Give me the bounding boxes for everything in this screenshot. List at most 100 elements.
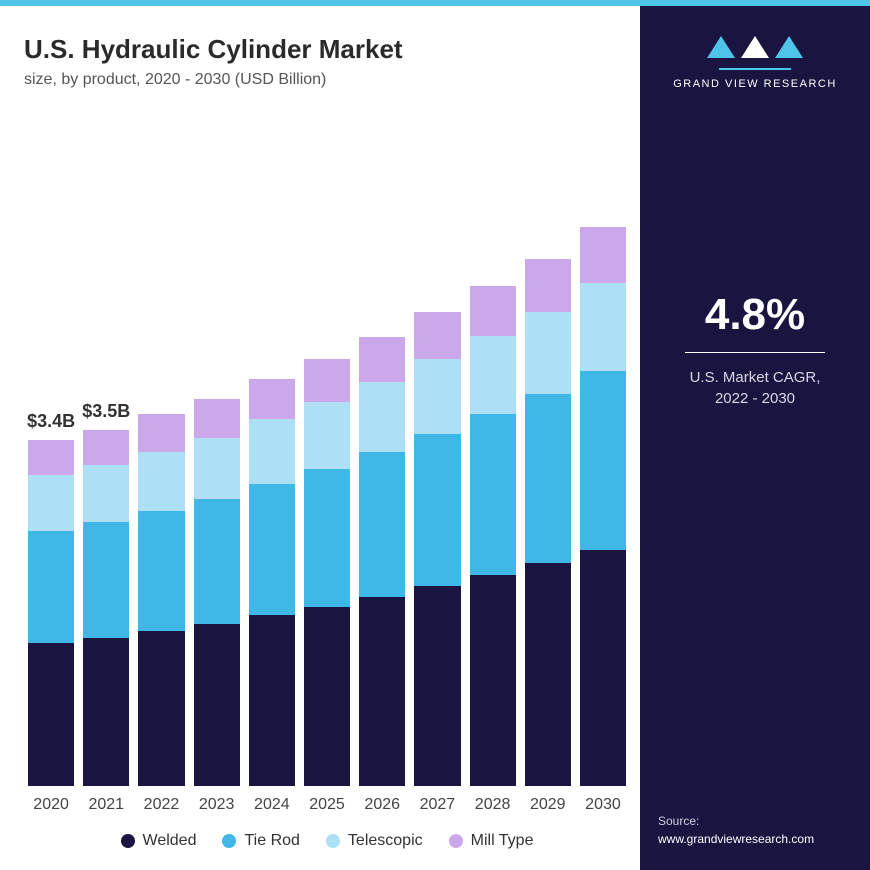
bar-segment bbox=[28, 531, 74, 643]
legend-label: Tie Rod bbox=[244, 832, 299, 850]
bar-segment bbox=[28, 440, 74, 476]
legend-swatch bbox=[449, 834, 463, 848]
bar-segment bbox=[304, 402, 350, 469]
bar-segment bbox=[580, 550, 626, 786]
bar-segment bbox=[359, 452, 405, 597]
x-axis-label: 2030 bbox=[580, 796, 626, 814]
chart-subtitle: size, by product, 2020 - 2030 (USD Billi… bbox=[24, 71, 630, 89]
legend-item: Telescopic bbox=[326, 832, 423, 850]
bar bbox=[525, 117, 571, 786]
bar-segment bbox=[470, 286, 516, 336]
bar-segment bbox=[83, 465, 129, 522]
x-axis-label: 2025 bbox=[304, 796, 350, 814]
legend-item: Tie Rod bbox=[222, 832, 299, 850]
cagr-stat: 4.8% U.S. Market CAGR, 2022 - 2030 bbox=[685, 290, 825, 409]
bar-segment bbox=[414, 359, 460, 433]
x-axis-label: 2027 bbox=[414, 796, 460, 814]
source-label: Source: bbox=[658, 814, 814, 828]
bar-segment bbox=[83, 522, 129, 638]
logo-triangle-icon bbox=[707, 36, 735, 58]
bar-segment bbox=[249, 484, 295, 615]
bar-segment bbox=[304, 359, 350, 402]
infographic-container: U.S. Hydraulic Cylinder Market size, by … bbox=[0, 0, 870, 870]
bar-segment bbox=[194, 624, 240, 786]
bar-segment bbox=[359, 382, 405, 452]
bar-segment bbox=[470, 575, 516, 786]
legend-item: Welded bbox=[121, 832, 197, 850]
bar-segment bbox=[580, 371, 626, 550]
bar-segment bbox=[414, 586, 460, 786]
bar-segment bbox=[138, 452, 184, 511]
x-axis-label: 2026 bbox=[359, 796, 405, 814]
source-url: www.grandviewresearch.com bbox=[658, 832, 814, 846]
legend-swatch bbox=[222, 834, 236, 848]
cagr-label-line1: U.S. Market CAGR, bbox=[685, 367, 825, 388]
bar-segment bbox=[470, 414, 516, 575]
bar-segment bbox=[138, 414, 184, 452]
bar-segment bbox=[359, 337, 405, 382]
bar bbox=[359, 117, 405, 786]
legend-label: Welded bbox=[143, 832, 197, 850]
bar-segment bbox=[525, 563, 571, 786]
bar-segment bbox=[525, 394, 571, 563]
x-axis: 2020 2021 2022 2023 2024 2025 2026 2027 2028 2029… bbox=[24, 786, 630, 814]
bar-segment bbox=[138, 511, 184, 631]
logo-text: GRAND VIEW RESEARCH bbox=[673, 78, 837, 90]
x-axis-label: 2024 bbox=[249, 796, 295, 814]
bar bbox=[580, 117, 626, 786]
brand-logo: GRAND VIEW RESEARCH bbox=[673, 36, 837, 90]
bar: $3.5B bbox=[83, 117, 129, 786]
bar bbox=[194, 117, 240, 786]
bar-segment bbox=[249, 419, 295, 483]
bar-segment bbox=[580, 227, 626, 283]
side-panel: GRAND VIEW RESEARCH 4.8% U.S. Market CAG… bbox=[640, 6, 870, 870]
cagr-label-line2: 2022 - 2030 bbox=[685, 388, 825, 409]
bar-segment bbox=[525, 312, 571, 394]
legend-label: Telescopic bbox=[348, 832, 423, 850]
logo-triangle-icon bbox=[775, 36, 803, 58]
x-axis-label: 2028 bbox=[470, 796, 516, 814]
bar-segment bbox=[138, 631, 184, 786]
logo-icon bbox=[707, 36, 803, 58]
x-axis-label: 2022 bbox=[138, 796, 184, 814]
bar-segment bbox=[249, 615, 295, 786]
bar-segment bbox=[359, 597, 405, 786]
bar-segment bbox=[525, 259, 571, 312]
source-attribution: Source: www.grandviewresearch.com bbox=[658, 814, 814, 846]
bar-segment bbox=[194, 499, 240, 624]
bar-value-label: $3.5B bbox=[82, 401, 130, 422]
bar-segment bbox=[304, 607, 350, 786]
bar bbox=[470, 117, 516, 786]
legend-label: Mill Type bbox=[471, 832, 534, 850]
logo-triangle-icon bbox=[741, 36, 769, 58]
bar-segment bbox=[194, 399, 240, 438]
bar-segment bbox=[83, 638, 129, 786]
bar: $3.4B bbox=[28, 117, 74, 786]
legend-swatch bbox=[121, 834, 135, 848]
bar-segment bbox=[28, 475, 74, 531]
x-axis-label: 2021 bbox=[83, 796, 129, 814]
bar-segment bbox=[470, 336, 516, 414]
chart-title: U.S. Hydraulic Cylinder Market bbox=[24, 34, 630, 65]
x-axis-label: 2029 bbox=[525, 796, 571, 814]
bar-value-label: $3.4B bbox=[27, 411, 75, 432]
legend-item: Mill Type bbox=[449, 832, 534, 850]
x-axis-label: 2023 bbox=[194, 796, 240, 814]
bar bbox=[138, 117, 184, 786]
cagr-value: 4.8% bbox=[685, 290, 825, 340]
bar bbox=[414, 117, 460, 786]
legend: Welded Tie Rod Telescopic Mill Type bbox=[24, 832, 630, 850]
x-axis-label: 2020 bbox=[28, 796, 74, 814]
bar bbox=[304, 117, 350, 786]
bar-segment bbox=[304, 469, 350, 606]
chart-panel: U.S. Hydraulic Cylinder Market size, by … bbox=[0, 6, 640, 870]
bar-segment bbox=[580, 283, 626, 371]
bar bbox=[249, 117, 295, 786]
bar-segment bbox=[414, 434, 460, 587]
legend-swatch bbox=[326, 834, 340, 848]
stacked-bar-chart: $3.4B $3.5B bbox=[24, 117, 630, 786]
bar-segment bbox=[414, 312, 460, 360]
bar-segment bbox=[249, 379, 295, 420]
bar-segment bbox=[194, 438, 240, 499]
cagr-divider bbox=[685, 352, 825, 353]
